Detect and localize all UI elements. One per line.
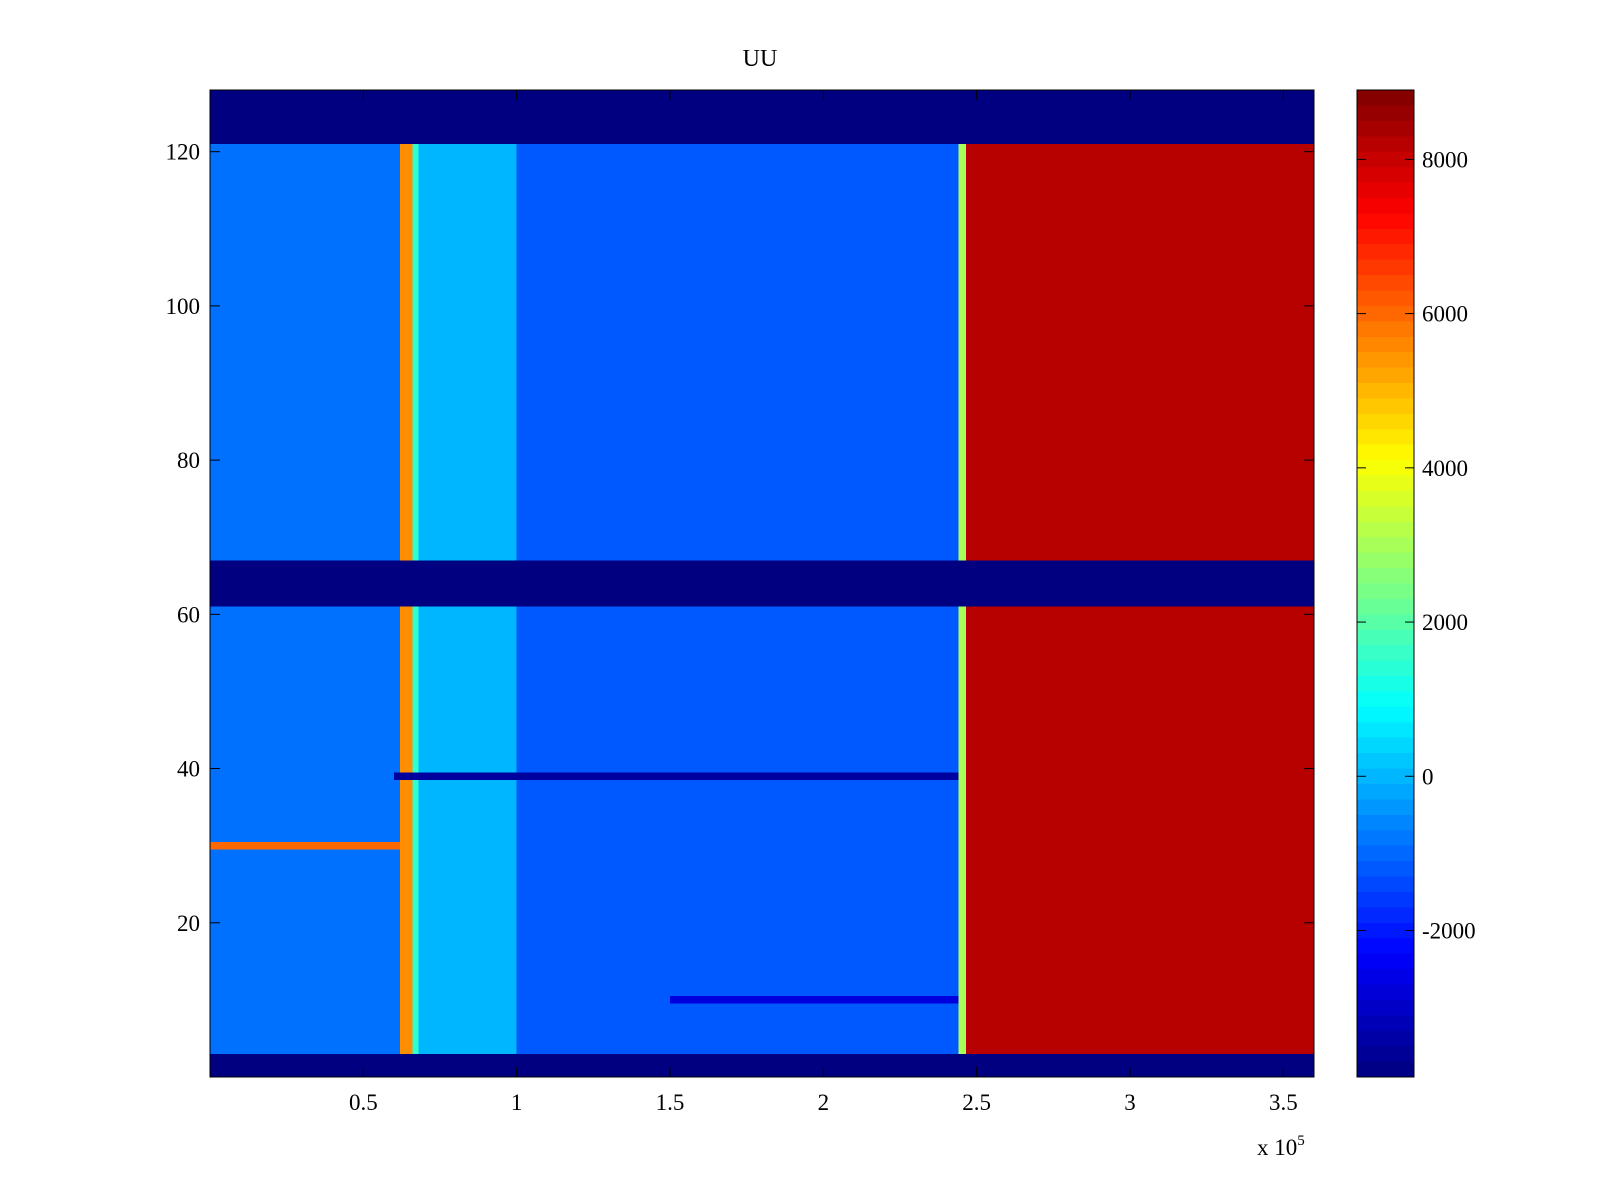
y-tick-label: 80 bbox=[177, 448, 200, 473]
colorbar-swatch bbox=[1357, 537, 1414, 554]
colorbar-swatch bbox=[1357, 691, 1414, 708]
x-tick-label: 1.5 bbox=[656, 1090, 685, 1115]
x-exponent-label: x 105 bbox=[1257, 1133, 1305, 1160]
x-tick-label: 3.5 bbox=[1269, 1090, 1298, 1115]
masked-row-band-0 bbox=[210, 1053, 1314, 1077]
colorbar-swatch bbox=[1357, 737, 1414, 754]
colorbar-swatch bbox=[1357, 460, 1414, 477]
colorbar bbox=[1357, 90, 1414, 1078]
colorbar-swatch bbox=[1357, 120, 1414, 137]
colorbar-swatch bbox=[1357, 999, 1414, 1016]
x-axis: 0.5 1 1.5 2 2.5 3 3.5 bbox=[349, 90, 1298, 1115]
colorbar-swatch bbox=[1357, 444, 1414, 461]
y-tick-label: 20 bbox=[177, 911, 200, 936]
x-tick-label: 2 bbox=[818, 1090, 830, 1115]
colorbar-swatch bbox=[1357, 398, 1414, 415]
y-tick-label: 40 bbox=[177, 757, 200, 782]
colorbar-tick-label: 8000 bbox=[1422, 147, 1468, 172]
colorbar-swatch bbox=[1357, 475, 1414, 492]
colorbar-swatch bbox=[1357, 768, 1414, 785]
colorbar-swatch bbox=[1357, 182, 1414, 199]
heatmap-plot-area bbox=[210, 90, 1314, 1077]
colorbar-swatch bbox=[1357, 660, 1414, 677]
colorbar-swatch bbox=[1357, 814, 1414, 831]
colorbar-swatch bbox=[1357, 167, 1414, 184]
colorbar-swatch bbox=[1357, 938, 1414, 955]
colorbar-tick-label: 0 bbox=[1422, 764, 1434, 789]
y-tick-label: 100 bbox=[166, 294, 201, 319]
colorbar-swatch bbox=[1357, 213, 1414, 230]
colorbar-swatch bbox=[1357, 90, 1414, 106]
colorbar-swatch bbox=[1357, 783, 1414, 800]
x-tick-label: 2.5 bbox=[962, 1090, 991, 1115]
colorbar-swatch bbox=[1357, 861, 1414, 878]
x-tick-label: 0.5 bbox=[349, 1090, 378, 1115]
colorbar-tick-label: 2000 bbox=[1422, 610, 1468, 635]
colorbar-swatch bbox=[1357, 907, 1414, 924]
colorbar-swatch bbox=[1357, 922, 1414, 939]
colorbar-swatch bbox=[1357, 305, 1414, 322]
colorbar-swatch bbox=[1357, 753, 1414, 770]
colorbar-swatch bbox=[1357, 876, 1414, 893]
colorbar-swatch bbox=[1357, 290, 1414, 307]
colorbar-swatch bbox=[1357, 105, 1414, 122]
colorbar-frame bbox=[1356, 89, 1415, 1078]
colorbar-tick-label: 4000 bbox=[1422, 456, 1468, 481]
heatmap-feature-row-10-low-band bbox=[670, 996, 959, 1004]
colorbar-swatch bbox=[1357, 722, 1414, 739]
colorbar-swatch bbox=[1357, 506, 1414, 523]
colorbar-swatch bbox=[1357, 228, 1414, 245]
colorbar-swatch bbox=[1357, 645, 1414, 662]
x-tick-label: 3 bbox=[1124, 1090, 1136, 1115]
colorbar-swatch bbox=[1357, 429, 1414, 446]
colorbar-swatch bbox=[1357, 953, 1414, 970]
colorbar-swatch bbox=[1357, 799, 1414, 816]
colorbar-swatch bbox=[1357, 321, 1414, 338]
colorbar-swatch bbox=[1357, 830, 1414, 847]
colorbar-swatch bbox=[1357, 984, 1414, 1001]
colorbar-swatch bbox=[1357, 259, 1414, 276]
colorbar-swatch bbox=[1357, 1046, 1414, 1063]
heatmap-feature-row-30-stripe bbox=[210, 841, 401, 850]
colorbar-swatch bbox=[1357, 136, 1414, 153]
colorbar-swatch bbox=[1357, 197, 1414, 214]
y-tick-label: 60 bbox=[177, 602, 200, 627]
plot-area-frame bbox=[209, 89, 1315, 1078]
colorbar-swatch bbox=[1357, 490, 1414, 507]
colorbar-swatch bbox=[1357, 244, 1414, 261]
colorbar-swatch bbox=[1357, 845, 1414, 862]
colorbar-swatch bbox=[1357, 1015, 1414, 1032]
colorbar-swatch bbox=[1357, 969, 1414, 985]
colorbar-tick-label: -2000 bbox=[1422, 918, 1476, 943]
colorbar-swatch bbox=[1357, 1061, 1414, 1078]
colorbar-swatch bbox=[1357, 521, 1414, 538]
colorbar-swatch bbox=[1357, 583, 1414, 600]
colorbar-swatch bbox=[1357, 413, 1414, 430]
colorbar-swatch bbox=[1357, 891, 1414, 908]
colorbar-swatch bbox=[1357, 336, 1414, 353]
colorbar-swatch bbox=[1357, 1030, 1414, 1047]
colorbar-axis: -2000 0 2000 4000 6000 8000 bbox=[1357, 147, 1476, 943]
colorbar-swatch bbox=[1357, 614, 1414, 631]
colorbar-swatch bbox=[1357, 552, 1414, 569]
colorbar-swatch bbox=[1357, 367, 1414, 384]
colorbar-swatch bbox=[1357, 629, 1414, 646]
colorbar-swatch bbox=[1357, 676, 1414, 692]
heatmap-feature-row-39-low-band bbox=[394, 772, 959, 781]
colorbar-swatch bbox=[1357, 275, 1414, 291]
colorbar-swatch bbox=[1357, 706, 1414, 723]
colorbar-swatch bbox=[1357, 383, 1414, 399]
y-tick-label: 120 bbox=[166, 140, 201, 165]
colorbar-swatch bbox=[1357, 352, 1414, 369]
colorbar-swatch bbox=[1357, 598, 1414, 615]
colorbar-swatch bbox=[1357, 151, 1414, 168]
masked-row-band-2 bbox=[210, 90, 1314, 144]
y-axis: 20 40 60 80 100 120 bbox=[166, 140, 1314, 936]
masked-row-band-1 bbox=[210, 560, 1314, 607]
chart-title: UU bbox=[743, 46, 778, 72]
x-tick-label: 1 bbox=[511, 1090, 523, 1115]
colorbar-swatch bbox=[1357, 568, 1414, 584]
colorbar-tick-label: 6000 bbox=[1422, 302, 1468, 327]
